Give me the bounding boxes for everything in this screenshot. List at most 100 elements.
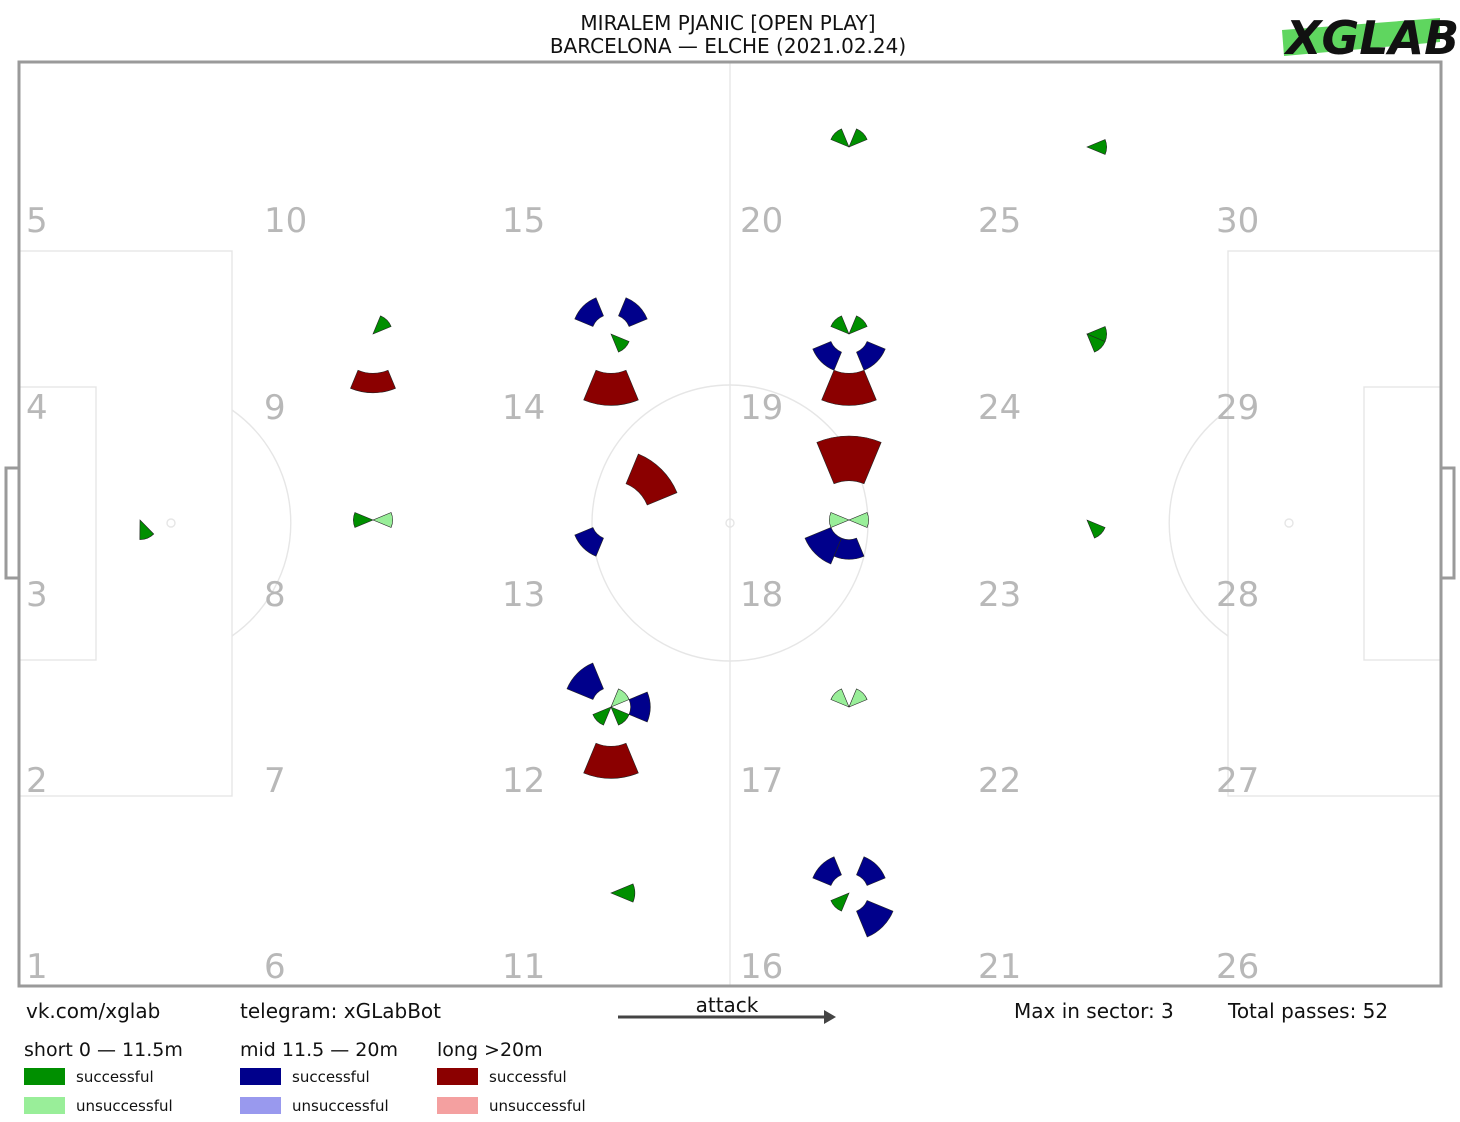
legend-label-1-unsuccessful: unsuccessful [292, 1097, 389, 1115]
sonar-wedge-zone-18-1 [848, 512, 869, 528]
legend-label-2-unsuccessful: unsuccessful [489, 1097, 586, 1115]
zone-label-21: 21 [978, 947, 1021, 987]
zone-label-20: 20 [740, 201, 783, 241]
zone-label-11: 11 [502, 947, 545, 987]
sonar-wedge-zone-20-1 [848, 128, 868, 148]
legend-heading-1: mid 11.5 — 20m [240, 1039, 398, 1061]
sonar-wedge-zone-12-0 [566, 662, 604, 700]
sonar-zone-24 [1086, 326, 1107, 353]
sonar-wedge-zone-18-3 [804, 527, 842, 565]
zone-label-4: 4 [26, 388, 48, 428]
legend-swatch-1-unsuccessful [240, 1097, 281, 1114]
sonar-zone-19 [812, 315, 886, 406]
legend-label-2-successful: successful [489, 1068, 567, 1086]
sonar-zone-14 [574, 297, 648, 406]
sonar-zone-20 [830, 128, 868, 148]
zone-label-23: 23 [978, 575, 1021, 615]
legend-swatch-2-unsuccessful [437, 1097, 478, 1114]
sonar-wedge-zone-19-2 [856, 341, 886, 371]
right-penalty-spot [1284, 518, 1294, 528]
sonar-wedge-zone-18-4 [833, 537, 865, 560]
sonar-zone-16 [812, 856, 894, 938]
zone-label-30: 30 [1216, 201, 1259, 241]
zone-labels: 1234567891011121314151617181920212223242… [26, 201, 1259, 987]
sonar-wedge-zone-14-3 [583, 369, 639, 406]
sonar-zone-8 [353, 512, 393, 528]
legend-heading-2: long >20m [437, 1039, 543, 1061]
right-goal [1439, 466, 1456, 580]
legend: short 0 — 11.5m successful unsuccessful mid… [24, 1039, 586, 1115]
center-spot [725, 518, 735, 528]
sonar-wedge-zone-11-0 [610, 883, 636, 903]
sonar-wedge-zone-9-1 [350, 369, 396, 394]
sonar-wedge-zone-14-0 [574, 297, 604, 327]
sonar-wedge-zone-16-1 [856, 856, 886, 886]
zone-label-22: 22 [978, 761, 1021, 801]
sonar-wedge-zone-12-5 [583, 742, 639, 779]
sonar-wedge-zone-20-0 [830, 128, 850, 148]
pass-sonars [139, 128, 1107, 938]
left-goal [4, 466, 21, 580]
sonar-zone-17 [830, 688, 868, 708]
legend-swatch-0-unsuccessful [24, 1097, 65, 1114]
total-passes: Total passes: 52 [1227, 999, 1388, 1023]
sonar-zone-12 [566, 662, 651, 779]
zone-label-8: 8 [264, 575, 286, 615]
zone-label-19: 19 [740, 388, 783, 428]
right-penalty-arc [1168, 409, 1229, 637]
sonar-wedge-zone-13-1 [574, 527, 604, 557]
sonar-wedge-zone-16-2 [856, 900, 894, 938]
attack-label: attack [696, 993, 759, 1017]
xglab-logo: XGLAB [1282, 11, 1459, 65]
zone-label-2: 2 [26, 761, 48, 801]
zone-label-28: 28 [1216, 575, 1259, 615]
telegram-link[interactable]: telegram: xGLabBot [240, 999, 441, 1023]
sonar-wedge-zone-25-0 [1086, 139, 1107, 155]
sonar-wedge-zone-13-0 [625, 453, 678, 506]
zone-label-16: 16 [740, 947, 783, 987]
zone-label-26: 26 [1216, 947, 1259, 987]
sonar-wedge-zone-18-0 [816, 435, 882, 485]
sonar-wedge-zone-9-0 [372, 315, 392, 335]
sonar-zone-25 [1086, 139, 1107, 155]
left-penalty-area [18, 250, 233, 797]
sonar-wedge-zone-8-1 [372, 512, 393, 528]
pitch-border [4, 60, 1456, 988]
attack-arrow [618, 1010, 836, 1024]
zone-label-10: 10 [264, 201, 307, 241]
zone-label-17: 17 [740, 761, 783, 801]
legend-label-0-successful: successful [76, 1068, 154, 1086]
sonar-wedge-zone-24-1 [1086, 326, 1107, 342]
legend-label-0-unsuccessful: unsuccessful [76, 1097, 173, 1115]
sonar-wedge-zone-8-0 [353, 512, 374, 528]
sonar-wedge-zone-16-0 [812, 856, 842, 886]
zone-label-14: 14 [502, 388, 545, 428]
sonar-wedge-zone-19-4 [821, 369, 877, 406]
zone-label-7: 7 [264, 761, 286, 801]
legend-swatch-0-successful [24, 1068, 65, 1085]
zone-label-9: 9 [264, 388, 286, 428]
sonar-wedge-zone-17-0 [830, 688, 850, 708]
zone-label-25: 25 [978, 201, 1021, 241]
chart-title: MIRALEM PJANIC [OPEN PLAY] [580, 11, 875, 35]
sonar-wedge-zone-17-1 [848, 688, 868, 708]
zone-label-1: 1 [26, 947, 48, 987]
sonar-wedge-zone-19-0 [830, 315, 850, 335]
zone-label-24: 24 [978, 388, 1021, 428]
sonar-zone-13 [574, 453, 678, 557]
sonar-wedge-zone-18-2 [829, 512, 850, 528]
legend-swatch-2-successful [437, 1068, 478, 1085]
sonar-wedge-zone-12-3 [610, 706, 630, 726]
sonar-wedge-zone-3-0 [139, 519, 155, 540]
zone-label-13: 13 [502, 575, 545, 615]
zone-label-29: 29 [1216, 388, 1259, 428]
sonar-wedge-zone-19-3 [812, 341, 842, 371]
vk-link[interactable]: vk.com/xglab [26, 999, 160, 1023]
legend-label-1-successful: successful [292, 1068, 370, 1086]
sonar-zone-3 [139, 519, 155, 540]
sonar-zone-18 [804, 435, 882, 565]
sonar-wedge-zone-14-1 [618, 297, 648, 327]
zone-label-18: 18 [740, 575, 783, 615]
logo-text: XGLAB [1283, 11, 1459, 65]
